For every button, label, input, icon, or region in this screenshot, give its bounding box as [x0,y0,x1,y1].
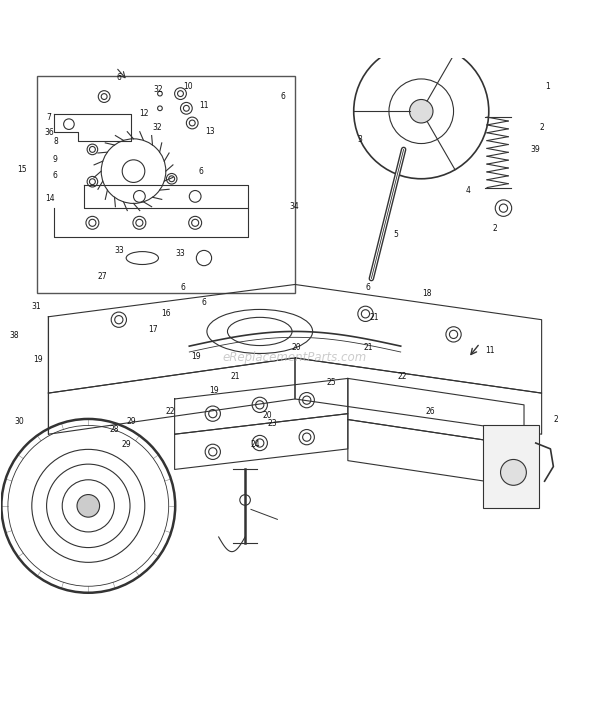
Text: 6: 6 [281,92,286,101]
Text: 2: 2 [539,123,544,132]
Text: 18: 18 [422,289,432,298]
Text: 19: 19 [209,386,219,395]
Text: 32: 32 [153,85,163,94]
Text: 16: 16 [161,309,171,318]
Text: 7: 7 [46,113,51,122]
Text: 2: 2 [554,415,559,424]
Text: 13: 13 [205,127,215,137]
Text: 8: 8 [53,137,58,146]
Text: 30: 30 [14,417,24,426]
FancyBboxPatch shape [37,76,295,294]
Text: 9: 9 [53,155,58,164]
Text: 32: 32 [152,123,162,132]
Text: 24: 24 [250,440,260,449]
Text: 38: 38 [9,331,19,340]
Text: 14: 14 [45,194,54,203]
Text: 25: 25 [327,378,336,387]
Text: 22: 22 [166,408,175,416]
Text: 11: 11 [199,101,209,110]
Text: 6: 6 [202,298,206,306]
Text: 26: 26 [425,408,435,416]
Text: 5: 5 [394,230,398,239]
Text: 19: 19 [192,352,201,361]
Text: 20: 20 [262,411,271,420]
Circle shape [77,494,100,517]
Text: 21: 21 [369,313,379,322]
Text: 15: 15 [17,165,27,175]
Text: 3: 3 [357,135,362,144]
Text: 17: 17 [148,325,158,334]
Text: 39: 39 [531,145,540,154]
Text: 6: 6 [181,283,186,292]
Text: 33: 33 [176,249,185,258]
Text: 10: 10 [183,82,193,91]
Text: 23: 23 [268,419,277,428]
Text: 1: 1 [545,82,550,91]
Circle shape [500,460,526,485]
Text: 4: 4 [466,186,471,195]
Text: eReplacementParts.com: eReplacementParts.com [223,351,367,365]
FancyBboxPatch shape [483,425,539,508]
Text: 36: 36 [45,128,54,137]
Text: 29: 29 [121,440,131,449]
Text: 6: 6 [366,283,371,292]
Text: 33: 33 [114,246,124,256]
Text: 19: 19 [33,355,42,363]
Text: 21: 21 [230,372,240,381]
Text: 22: 22 [397,372,407,381]
Text: 6: 6 [53,171,58,180]
Text: 11: 11 [485,346,494,356]
Text: 31: 31 [32,302,41,310]
Circle shape [409,99,433,123]
Text: 27: 27 [97,272,107,282]
Text: 12: 12 [139,108,148,118]
Text: 2: 2 [492,224,497,233]
Text: 21: 21 [363,343,373,352]
Text: 34: 34 [289,202,299,211]
Text: 20: 20 [291,343,301,352]
Text: 28: 28 [109,425,119,434]
Text: 6: 6 [116,73,122,82]
Text: 29: 29 [127,417,136,426]
Text: 6: 6 [199,167,204,175]
